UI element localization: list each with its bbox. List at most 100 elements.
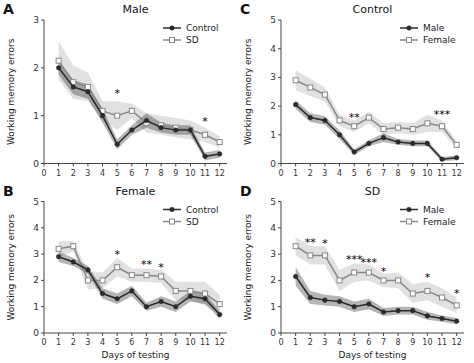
x-tick — [131, 333, 132, 336]
marker — [381, 127, 386, 132]
marker — [440, 157, 445, 162]
marker — [396, 278, 401, 283]
x-tick — [368, 333, 369, 336]
marker — [203, 297, 208, 302]
marker — [323, 298, 328, 303]
x-tick-label: 4 — [337, 169, 342, 178]
y-axis-label: Working memory errors — [6, 38, 16, 145]
marker — [144, 304, 149, 309]
annotation: * — [114, 87, 120, 100]
x-tick-label: 11 — [437, 338, 447, 347]
panel-label: D — [240, 183, 252, 199]
panel-label: B — [3, 183, 14, 199]
legend-label: Female — [423, 217, 456, 227]
y-tick — [278, 280, 281, 281]
y-tick-label: 3 — [270, 249, 276, 259]
y-tick-label: 5 — [270, 15, 276, 25]
x-tick — [102, 164, 103, 167]
y-tick-label: 2 — [33, 63, 39, 73]
x-tick-label: 7 — [144, 338, 149, 347]
marker — [170, 207, 175, 212]
x-tick-label: 3 — [85, 169, 90, 178]
x-tick-label: 8 — [159, 338, 164, 347]
marker — [217, 139, 222, 144]
title: Female — [116, 185, 156, 198]
marker — [308, 253, 313, 258]
x-tick-label: 6 — [129, 169, 134, 178]
x-tick-label: 6 — [366, 169, 371, 178]
y-axis-line — [44, 20, 45, 164]
marker — [159, 274, 164, 279]
x-tick — [73, 164, 74, 167]
marker — [407, 219, 412, 224]
x-tick-label: 9 — [173, 338, 178, 347]
marker — [159, 125, 164, 130]
x-tick-label: 0 — [41, 169, 46, 178]
x-tick-label: 9 — [410, 338, 415, 347]
marker — [293, 244, 298, 249]
x-tick — [398, 333, 399, 336]
series-line — [59, 68, 220, 156]
x-tick — [161, 164, 162, 167]
marker — [144, 118, 149, 123]
x-tick-label: 9 — [410, 169, 415, 178]
x-tick-label: 10 — [185, 169, 195, 178]
x-tick — [310, 164, 311, 167]
x-tick-label: 4 — [100, 338, 105, 347]
y-tick — [41, 227, 44, 228]
y-tick — [278, 201, 281, 202]
marker — [130, 128, 135, 133]
x-tick — [219, 164, 220, 167]
y-tick-label: 2 — [270, 101, 276, 111]
marker — [144, 273, 149, 278]
x-tick — [442, 333, 443, 336]
marker — [407, 207, 412, 212]
y-tick-label: 2 — [270, 275, 276, 285]
sem-band — [296, 100, 457, 161]
legend: MaleFemale — [400, 205, 456, 227]
marker — [86, 268, 91, 273]
marker — [425, 141, 430, 146]
y-tick-label: 0 — [270, 159, 276, 169]
y-axis-line — [44, 202, 45, 334]
y-tick — [41, 306, 44, 307]
marker — [352, 304, 357, 309]
x-tick — [117, 333, 118, 336]
y-tick-label: 0 — [270, 328, 276, 338]
marker — [425, 121, 430, 126]
x-tick-label: 8 — [396, 169, 401, 178]
title: Male — [122, 3, 148, 16]
x-tick — [412, 164, 413, 167]
marker — [337, 299, 342, 304]
x-tick — [281, 333, 282, 336]
x-tick-label: 0 — [278, 169, 283, 178]
x-tick — [339, 333, 340, 336]
title: SD — [365, 185, 380, 198]
marker — [85, 84, 90, 89]
y-tick-label: 4 — [270, 44, 276, 54]
marker — [173, 304, 178, 309]
marker — [396, 125, 401, 130]
marker — [56, 254, 61, 259]
marker — [440, 316, 445, 321]
x-tick — [398, 164, 399, 167]
x-tick-label: 5 — [115, 338, 120, 347]
y-tick — [278, 77, 281, 78]
x-tick-label: 12 — [215, 338, 225, 347]
x-tick — [383, 164, 384, 167]
y-tick-label: 0 — [33, 159, 39, 169]
panel: 0123450123456789101112SDDWorking memory … — [240, 183, 464, 361]
x-tick — [354, 333, 355, 336]
y-tick — [278, 20, 281, 21]
x-tick-label: 11 — [200, 338, 210, 347]
x-tick-label: 11 — [200, 169, 210, 178]
marker — [352, 270, 357, 275]
legend: MaleFemale — [400, 23, 456, 45]
x-tick — [102, 333, 103, 336]
marker — [129, 273, 134, 278]
marker — [366, 270, 371, 275]
series-line — [59, 246, 220, 304]
y-tick-label: 5 — [33, 197, 39, 207]
x-tick — [281, 164, 282, 167]
series-line — [59, 61, 220, 142]
